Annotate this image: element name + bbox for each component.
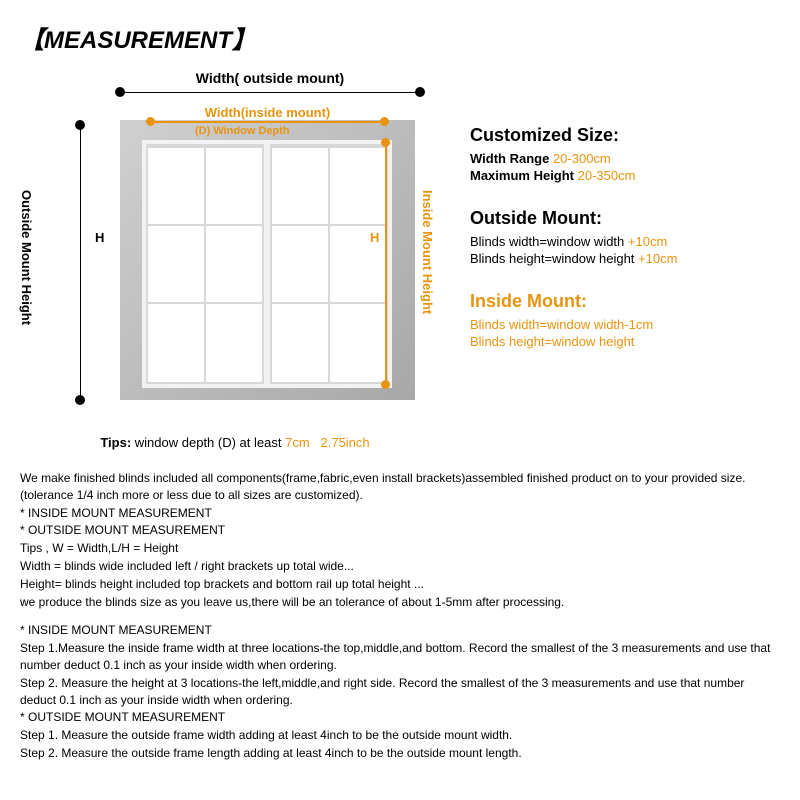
outside-width-text: Blinds width=window width — [470, 234, 624, 249]
inside-mount-block: Inside Mount: Blinds width=window width-… — [470, 291, 770, 349]
body-text: We make finished blinds included all com… — [20, 470, 780, 762]
body-p10: Step 2. Measure the height at 3 location… — [20, 675, 780, 709]
body-p1: We make finished blinds included all com… — [20, 470, 780, 504]
outside-width-line: Blinds width=window width +10cm — [470, 234, 770, 249]
window-pane-right — [270, 144, 388, 384]
width-inside-dimension-line — [150, 121, 385, 123]
h-label-left: H — [95, 230, 104, 245]
section-title: 【MEASUREMENT】 — [20, 20, 780, 55]
customized-size-block: Customized Size: Width Range 20-300cm Ma… — [470, 125, 770, 183]
inside-height-line: Blinds height=window height — [470, 334, 770, 349]
outside-width-plus: +10cm — [628, 234, 667, 249]
width-outside-dimension-line — [120, 92, 420, 93]
outside-mount-title: Outside Mount: — [470, 208, 770, 229]
tips-cm: 7cm — [285, 435, 310, 450]
body-p12: Step 1. Measure the outside frame width … — [20, 727, 780, 744]
outside-height-plus: +10cm — [638, 251, 677, 266]
outside-height-line: Blinds height=window height +10cm — [470, 251, 770, 266]
window-frame — [120, 120, 415, 400]
outside-height-label: Outside Mount Height — [20, 190, 34, 325]
body-p13: Step 2. Measure the outside frame length… — [20, 745, 780, 762]
diagram-column: Width( outside mount) Width(inside mount… — [20, 70, 450, 450]
max-height-label: Maximum Height — [470, 168, 574, 183]
width-range-label: Width Range — [470, 151, 549, 166]
body-p6: Height= blinds height included top brack… — [20, 576, 780, 593]
window-inner — [142, 140, 392, 388]
width-inside-label: Width(inside mount) — [150, 105, 385, 120]
tips-inch: 2.75inch — [321, 435, 370, 450]
tips-row: Tips: window depth (D) at least 7cm 2.75… — [20, 435, 450, 450]
inside-height-label: Inside Mount Height — [420, 190, 435, 314]
body-p4: Tips , W = Width,L/H = Height — [20, 540, 780, 557]
info-column: Customized Size: Width Range 20-300cm Ma… — [470, 70, 770, 450]
width-range-value: 20-300cm — [553, 151, 611, 166]
inside-height-dimension-line — [385, 142, 387, 385]
window-diagram: Width( outside mount) Width(inside mount… — [20, 70, 450, 430]
body-p8: * INSIDE MOUNT MEASUREMENT — [20, 622, 780, 639]
tips-label: Tips: — [100, 435, 131, 450]
outside-height-dimension-line — [80, 125, 81, 400]
max-height-value: 20-350cm — [578, 168, 636, 183]
outside-mount-block: Outside Mount: Blinds width=window width… — [470, 208, 770, 266]
h-label-right: H — [370, 230, 379, 245]
inside-width-line: Blinds width=window width-1cm — [470, 317, 770, 332]
outside-height-text: Blinds height=window height — [470, 251, 634, 266]
body-p7: we produce the blinds size as you leave … — [20, 594, 780, 611]
main-row: Width( outside mount) Width(inside mount… — [20, 70, 780, 450]
body-p5: Width = blinds wide included left / righ… — [20, 558, 780, 575]
width-range-line: Width Range 20-300cm — [470, 151, 770, 166]
customized-size-title: Customized Size: — [470, 125, 770, 146]
body-p2: * INSIDE MOUNT MEASUREMENT — [20, 505, 780, 522]
body-p9: Step 1.Measure the inside frame width at… — [20, 640, 780, 674]
tips-text: window depth (D) at least — [135, 435, 282, 450]
window-pane-left — [146, 144, 264, 384]
window-depth-label: (D) Window Depth — [195, 125, 290, 137]
body-p11: * OUTSIDE MOUNT MEASUREMENT — [20, 709, 780, 726]
body-p3: * OUTSIDE MOUNT MEASUREMENT — [20, 522, 780, 539]
width-outside-label: Width( outside mount) — [120, 70, 420, 86]
max-height-line: Maximum Height 20-350cm — [470, 168, 770, 183]
inside-mount-title: Inside Mount: — [470, 291, 770, 312]
